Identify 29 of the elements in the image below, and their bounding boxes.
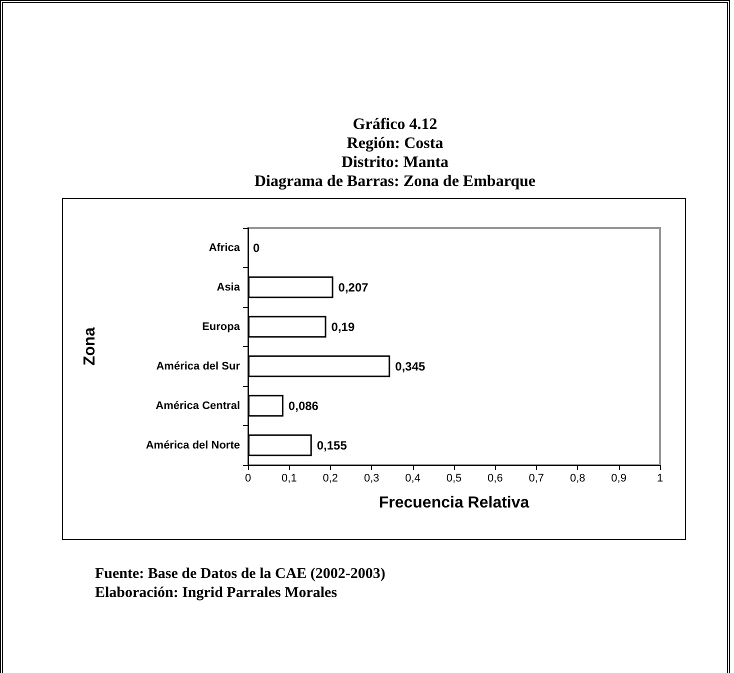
y-tick-label: Asia	[216, 281, 241, 294]
y-tick-label: América Central	[156, 400, 240, 412]
x-tick-label: 0,5	[446, 472, 462, 484]
x-tick-label: 0,4	[405, 472, 420, 484]
x-tick-label: 0,3	[364, 472, 380, 484]
y-tick-label: Africa	[208, 242, 241, 254]
y-tick-label: América del Norte	[146, 439, 240, 452]
x-tick-label: 0,9	[611, 472, 626, 484]
x-tick-label: 0	[244, 472, 252, 484]
text: Elaboración: Ingrid Parrales Morales	[95, 585, 338, 602]
data-label: 0,19	[331, 320, 355, 334]
chart-title: Gráfico 4.12	[352, 116, 438, 133]
x-tick-label: 0,2	[322, 472, 338, 484]
x-tick-label: 0,8	[570, 472, 586, 484]
y-axis-title: Zona	[82, 327, 98, 366]
data-label: 0,207	[338, 280, 369, 294]
chart-subtitle: Región: Costa Distrito: Manta Diagrama de Barras: Zona de Embarque	[254, 135, 536, 190]
x-axis-title: Frecuencia Relativa	[378, 494, 530, 512]
y-tick-label: Europa	[202, 320, 241, 333]
data-label: 0,155	[316, 438, 348, 452]
x-tick-label: 0,7	[528, 472, 544, 484]
x-tick-label: 0,1	[282, 472, 297, 484]
x-tick-label: 0,6	[488, 472, 503, 484]
data-label: 0	[253, 240, 260, 255]
source-note: Fuente: Base de Datos de la CAE (2002-2003)	[95, 566, 386, 583]
data-label: 0,086	[288, 398, 319, 413]
y-tick-label: América del Sur	[156, 360, 241, 372]
data-label: 0,345	[395, 359, 426, 374]
x-tick-label: 1	[656, 472, 664, 484]
